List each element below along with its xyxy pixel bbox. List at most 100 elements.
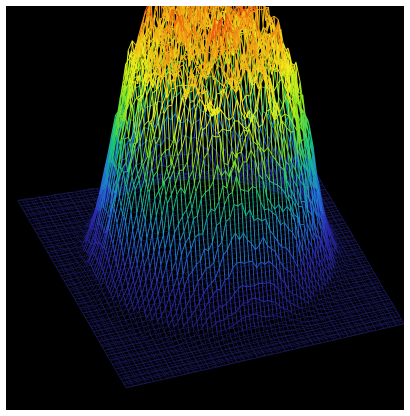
mesh-line (80, 226, 85, 230)
mesh-line (80, 300, 85, 302)
mesh-line (87, 228, 93, 241)
mesh-line (125, 198, 131, 222)
mesh-line (52, 230, 55, 233)
mesh-line (74, 272, 80, 276)
mesh-line (70, 267, 73, 271)
mesh-line (75, 241, 81, 245)
mesh-line (58, 240, 61, 243)
mesh-line (192, 151, 198, 157)
mesh-line (65, 282, 70, 284)
mesh-line (162, 116, 168, 126)
mesh-line (66, 215, 69, 219)
mesh-line (72, 216, 77, 219)
mesh-line (72, 254, 75, 258)
mesh-line (56, 196, 61, 198)
mesh-line (54, 232, 57, 235)
mesh-line (70, 290, 75, 292)
mesh-line (77, 270, 80, 273)
mesh-line (67, 223, 72, 225)
mesh-line (60, 252, 63, 255)
mesh-line (68, 242, 71, 245)
mesh-line (38, 229, 41, 232)
mesh-line (62, 262, 65, 266)
mesh-line (88, 206, 91, 210)
mesh-line (79, 260, 85, 266)
mesh-line (72, 194, 75, 198)
mesh-line (73, 272, 76, 276)
mesh-line (85, 271, 88, 275)
mesh-line (84, 215, 87, 218)
mesh-line (60, 218, 65, 220)
mesh-line (64, 218, 69, 220)
mesh-line (184, 173, 187, 178)
mesh-line (98, 305, 104, 309)
mesh-line (51, 234, 56, 237)
mesh-line (83, 203, 88, 205)
mesh-line (93, 191, 96, 194)
mesh-line (49, 215, 52, 219)
mesh-line (248, 182, 251, 185)
mesh-line (89, 192, 92, 196)
mesh-line (79, 220, 85, 223)
mesh-line (66, 277, 69, 281)
mesh-line (92, 196, 97, 198)
mesh-line (71, 246, 74, 249)
mesh-line (141, 174, 147, 181)
mesh-line (147, 181, 152, 185)
mesh-line (82, 196, 85, 200)
mesh-line (36, 231, 41, 233)
mesh-line (69, 256, 74, 260)
mesh-line (29, 211, 34, 214)
mesh-line (31, 224, 34, 228)
mesh-line (85, 309, 88, 313)
mesh-line (186, 6, 188, 19)
mesh-line (44, 230, 47, 235)
mesh-line (35, 223, 38, 227)
mesh-line (32, 209, 35, 213)
mesh-line (56, 206, 59, 209)
mesh-line (67, 270, 70, 274)
mesh-line (83, 190, 86, 194)
mesh-line (121, 176, 127, 185)
mesh-line (75, 264, 81, 269)
mesh-line (226, 129, 230, 138)
mesh-line (133, 87, 136, 121)
mesh-line (96, 193, 102, 210)
mesh-line (64, 265, 67, 270)
mesh-line (83, 220, 86, 223)
mesh-line (37, 235, 40, 238)
mesh-line (100, 285, 103, 291)
mesh-line (53, 200, 59, 202)
mesh-line (75, 267, 78, 271)
mesh-line (136, 162, 142, 166)
mesh-line (68, 250, 72, 254)
mesh-line (43, 213, 46, 217)
mesh-line (202, 176, 207, 179)
mesh-line (51, 226, 54, 231)
mesh-line (203, 112, 206, 132)
mesh-line (76, 260, 79, 264)
mesh-line (74, 228, 77, 232)
mesh-line (35, 223, 41, 225)
mesh-line (60, 209, 65, 212)
mesh-line (17, 200, 20, 204)
mesh-line (79, 204, 84, 206)
mesh-line (71, 192, 74, 196)
mesh-line (52, 220, 57, 222)
plot-viewport (6, 6, 404, 410)
mesh-line (42, 241, 47, 243)
mesh-line (233, 180, 238, 183)
mesh-line (195, 6, 198, 10)
mesh-line (89, 200, 92, 204)
mesh-line (165, 116, 168, 138)
mesh-line (226, 137, 232, 147)
mesh-line (75, 284, 78, 287)
mesh-line (61, 245, 64, 249)
mesh-line (84, 207, 87, 211)
mesh-line (82, 287, 85, 291)
mesh-line (98, 289, 103, 297)
mesh-line (61, 212, 66, 214)
mesh-line (241, 174, 247, 180)
mesh-line (189, 165, 192, 174)
mesh-line (96, 313, 99, 316)
